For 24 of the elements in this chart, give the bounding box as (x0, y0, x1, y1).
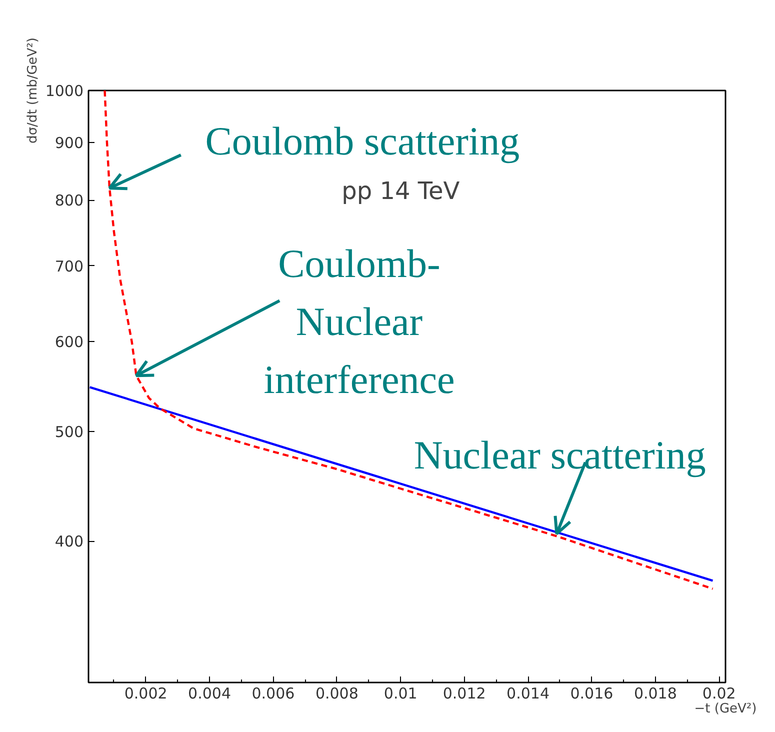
annotation: Coulomb scattering (205, 118, 520, 164)
y-tick-label: 1000 (45, 82, 84, 100)
x-tick-label: 0.018 (634, 684, 677, 702)
x-tick-label: 0.002 (124, 684, 168, 702)
annotation: Coulomb- Nuclear interference (264, 240, 455, 402)
x-tick-label: 0.006 (252, 684, 295, 702)
x-tick-label: 0.014 (506, 684, 550, 702)
y-tick-label: 500 (54, 422, 84, 441)
x-tick-label: 0.016 (570, 684, 614, 702)
y-tick-label: 700 (54, 257, 84, 276)
y-axis-title: dσ/dt (mb/GeV²) (25, 38, 40, 144)
x-tick-label: 0.02 (702, 684, 736, 702)
x-tick-label: 0.012 (442, 684, 486, 702)
x-tick-label: 0.008 (315, 684, 358, 702)
line-series (104, 90, 714, 590)
y-tick-label: 900 (54, 134, 84, 152)
x-tick-label: 0.004 (188, 684, 232, 702)
y-tick-label: 400 (54, 532, 84, 551)
x-axis-title: −t (GeV²) (694, 702, 757, 716)
x-tick-label: 0.01 (384, 684, 418, 702)
annotation: Nuclear scattering (414, 432, 706, 478)
y-tick-label: 600 (54, 333, 84, 352)
annotation: pp 14 TeV (342, 177, 460, 206)
y-tick-label: 800 (54, 192, 84, 210)
